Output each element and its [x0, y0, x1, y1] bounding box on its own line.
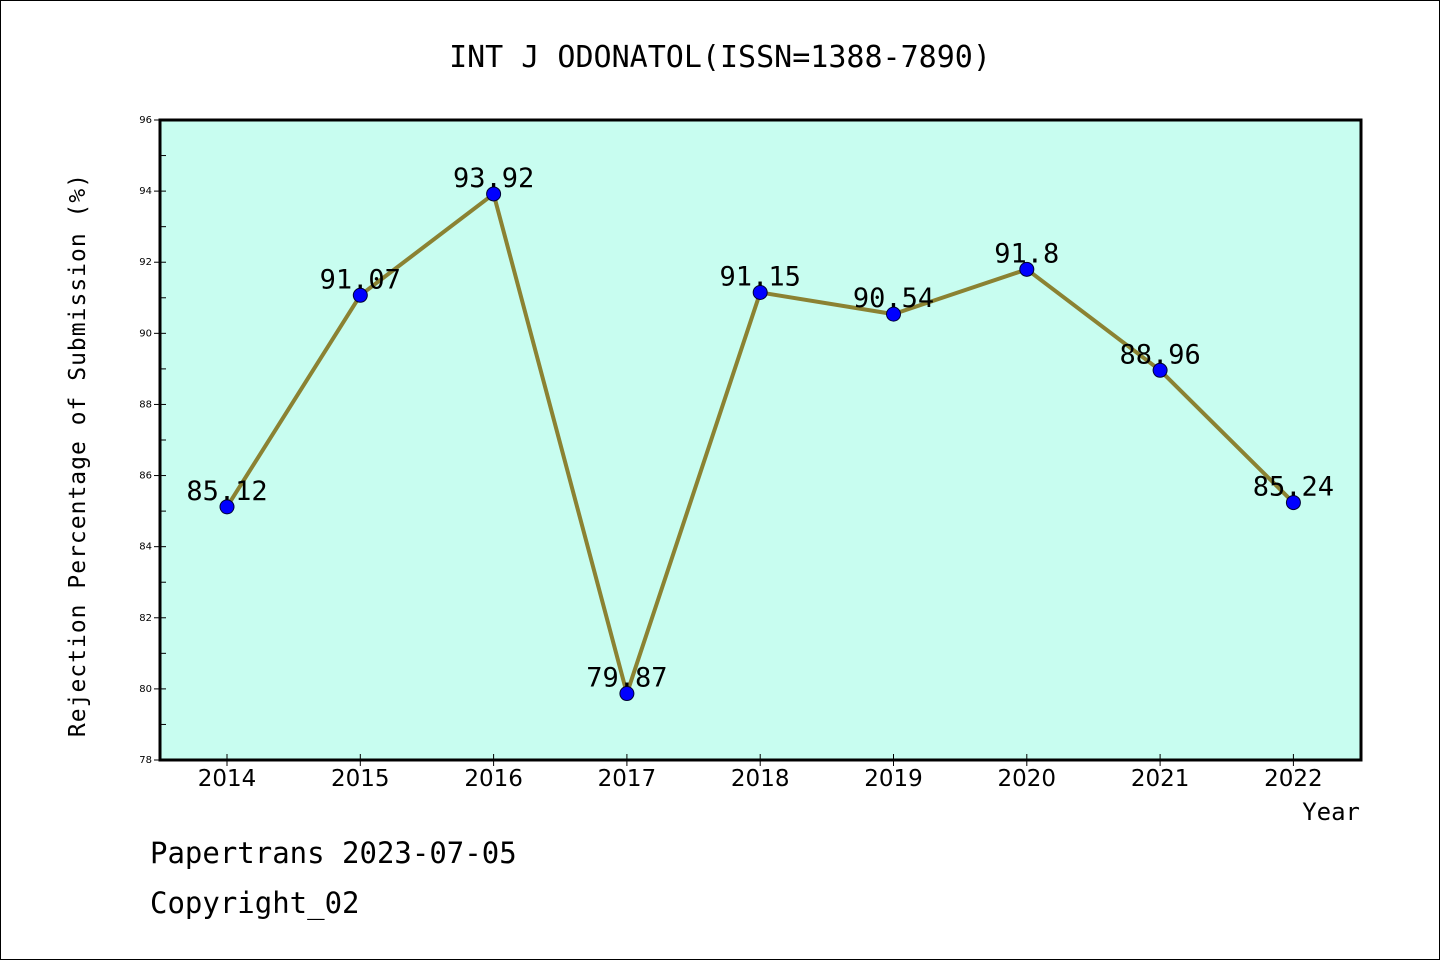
data-label: 91.15 — [720, 261, 801, 292]
x-tick-label: 2015 — [331, 766, 390, 792]
plot-area — [158, 118, 1363, 762]
data-label: 88.96 — [1119, 339, 1200, 370]
x-tick-label: 2017 — [598, 766, 657, 792]
x-tick-label: 2019 — [864, 766, 923, 792]
data-series — [219, 186, 1301, 702]
x-tick-label: 2018 — [731, 766, 790, 792]
y-tick-label: 82 — [139, 613, 152, 624]
data-point — [1152, 362, 1168, 378]
data-label: 91.8 — [994, 238, 1059, 269]
data-label: 90.54 — [853, 283, 934, 314]
data-label: 79.87 — [586, 663, 667, 694]
y-tick-label: 86 — [139, 471, 152, 482]
y-tick-label: 84 — [139, 542, 152, 553]
x-axis-label: Year — [1302, 798, 1360, 826]
data-point — [1019, 261, 1035, 277]
x-tick-label: 2021 — [1131, 766, 1190, 792]
footer-copyright: Copyright_02 — [150, 886, 360, 921]
y-axis-label: Rejection Percentage of Submission (%) — [65, 173, 91, 737]
data-point — [619, 686, 635, 702]
data-point — [486, 186, 502, 202]
data-label: 85.12 — [186, 476, 267, 507]
data-label: 93.92 — [453, 163, 534, 194]
footer-source: Papertrans 2023-07-05 — [150, 836, 517, 870]
y-tick-label: 90 — [139, 328, 152, 339]
y-tick-label: 94 — [139, 186, 152, 197]
data-label: 85.24 — [1253, 472, 1334, 503]
x-tick-label: 2022 — [1264, 766, 1323, 792]
y-tick-label: 78 — [139, 755, 152, 766]
chart-title: INT J ODONATOL(ISSN=1388-7890) — [449, 40, 991, 75]
data-labels: 85.12 91.07 93.92 79.87 91.15 90.54 91.8 88.96 8… — [186, 163, 1334, 694]
y-tick-label: 80 — [139, 684, 152, 695]
data-point — [352, 287, 368, 303]
data-point — [886, 306, 901, 322]
data-point — [1285, 495, 1301, 511]
data-label: 91.07 — [320, 264, 401, 295]
y-tick-label: 96 — [139, 115, 152, 126]
x-tick-label: 2014 — [198, 766, 257, 792]
y-tick-label: 88 — [139, 399, 152, 410]
x-tick-label: 2020 — [998, 766, 1057, 792]
x-axis: 2014 2015 2016 2017 2018 2019 2020 2021 2022 — [198, 754, 1323, 792]
data-point — [752, 284, 768, 300]
y-tick-label: 92 — [139, 257, 152, 268]
y-axis: 78 80 82 84 86 88 90 92 94 96 — [139, 115, 166, 766]
x-tick-label: 2016 — [464, 766, 523, 792]
data-point — [219, 499, 235, 515]
